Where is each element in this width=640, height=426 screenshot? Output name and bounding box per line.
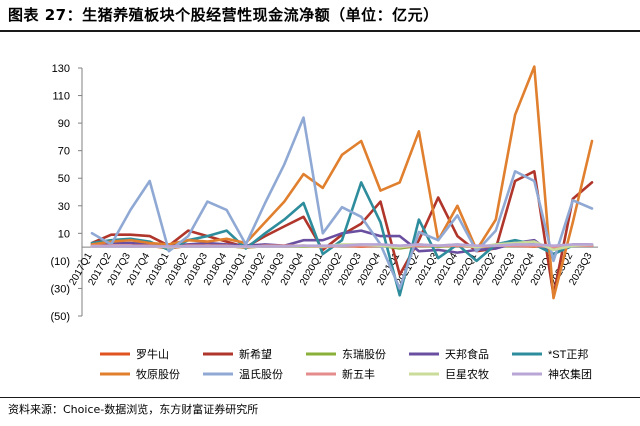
chart-title: 图表 27：生猪养殖板块个股经营性现金流净额（单位：亿元） xyxy=(8,6,439,24)
series-line xyxy=(90,170,594,297)
series-line xyxy=(90,65,594,300)
series-lines xyxy=(90,65,594,300)
title-divider xyxy=(0,30,640,32)
legend-label: *ST正邦 xyxy=(548,348,588,361)
y-tick-label: 110 xyxy=(52,91,70,103)
series-line xyxy=(90,243,594,248)
footer-divider xyxy=(0,397,640,398)
axes: 1301109070503010(10)(30)(50)2017Q12017Q2… xyxy=(50,63,598,323)
legend-label: 温氏股份 xyxy=(239,368,283,381)
y-tick-label: 50 xyxy=(58,173,70,185)
legend-label: 新五丰 xyxy=(342,367,375,381)
legend-label: 神农集团 xyxy=(548,367,592,381)
legend-label: 东瑞股份 xyxy=(342,347,386,361)
y-tick-label: 10 xyxy=(58,228,70,240)
y-tick-label: (50) xyxy=(50,311,70,323)
y-tick-label: 90 xyxy=(58,118,70,130)
legend-label: 巨星农牧 xyxy=(445,367,489,381)
legend-label: 罗牛山 xyxy=(136,347,169,361)
legend-label: 牧原股份 xyxy=(136,367,180,381)
y-tick-label: (30) xyxy=(50,283,70,295)
legend-label: 新希望 xyxy=(239,347,272,361)
y-tick-label: (10) xyxy=(50,256,70,268)
source-note: 资料来源：Choice-数据浏览，东方财富证券研究所 xyxy=(8,403,259,416)
line-chart: 1301109070503010(10)(30)(50)2017Q12017Q2… xyxy=(50,63,598,381)
y-tick-label: 30 xyxy=(58,201,70,213)
legend-label: 天邦食品 xyxy=(445,347,489,361)
y-tick-label: 70 xyxy=(58,146,70,158)
y-tick-label: 130 xyxy=(52,63,70,75)
